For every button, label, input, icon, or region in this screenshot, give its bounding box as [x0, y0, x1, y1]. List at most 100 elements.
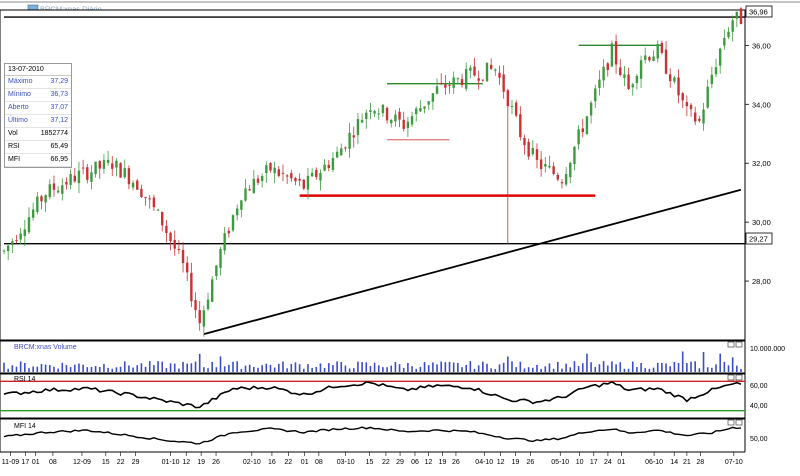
- support-line[interactable]: [203, 188, 742, 335]
- candle: [81, 159, 85, 175]
- candle: [648, 55, 651, 63]
- candle: [606, 62, 609, 77]
- info-row-último: Último 37,12: [5, 115, 71, 128]
- volume-bar: [15, 366, 18, 372]
- candle: [86, 163, 89, 184]
- volume-bar: [3, 362, 5, 372]
- candle: [589, 100, 593, 124]
- volume-title: BRCM:xnas Volume: [14, 344, 77, 351]
- candle: [315, 167, 318, 180]
- candle: [227, 227, 231, 238]
- volume-panel: BRCM:xnas Volume 10.000.000: [0, 340, 785, 374]
- mfi-close-icon[interactable]: [735, 419, 743, 426]
- rsi-close-icon[interactable]: [735, 374, 743, 381]
- volume-bar: [736, 365, 738, 372]
- date-label: 15: [366, 459, 374, 466]
- candle: [356, 113, 360, 145]
- candle: [290, 169, 293, 182]
- date-label: 26: [212, 459, 220, 466]
- date-label: 01: [32, 459, 40, 466]
- price-tick-label: 34,00: [752, 100, 771, 109]
- volume-bar: [573, 361, 576, 372]
- candle: [644, 47, 647, 64]
- volume-bar: [19, 361, 22, 372]
- volume-bar: [415, 368, 418, 372]
- candle: [219, 246, 222, 276]
- date-label: 01: [301, 459, 309, 466]
- candle: [119, 162, 122, 178]
- candle: [194, 292, 197, 319]
- candle: [310, 168, 314, 178]
- date-label: 11-09: [2, 459, 19, 466]
- rsi-line: [3, 380, 742, 409]
- volume-bar: [673, 361, 676, 372]
- candle: [248, 185, 251, 191]
- candle: [136, 178, 139, 190]
- volume-bar: [365, 362, 368, 372]
- date-label: 26: [452, 459, 460, 466]
- candle: [373, 109, 376, 118]
- chart-title[interactable]: BRCM:xnas Diário: [40, 5, 102, 14]
- info-key: Vol: [8, 130, 18, 137]
- candle: [464, 62, 468, 92]
- mfi-title: MFI 14: [14, 423, 36, 430]
- volume-bar: [494, 368, 497, 372]
- volume-bar: [115, 367, 118, 372]
- volume-bar: [169, 363, 172, 372]
- volume-bar: [211, 362, 213, 372]
- candle: [623, 66, 626, 87]
- volume-minimize-icon[interactable]: [727, 341, 735, 348]
- candle: [69, 169, 72, 190]
- volume-bar: [28, 368, 30, 372]
- volume-bar: [44, 364, 47, 372]
- candle: [256, 175, 260, 186]
- candle: [577, 125, 580, 150]
- volume-bar: [423, 362, 426, 372]
- candle: [710, 66, 714, 89]
- date-label: 12-09: [73, 459, 91, 466]
- candle: [727, 27, 730, 39]
- volume-bar: [344, 365, 347, 372]
- candle: [98, 160, 101, 179]
- volume-bar: [502, 362, 505, 372]
- candle: [360, 113, 364, 124]
- candle: [65, 177, 68, 190]
- mfi-minimize-icon[interactable]: [727, 419, 735, 426]
- volume-bar: [382, 367, 384, 372]
- volume-bar: [552, 368, 555, 372]
- candle: [564, 166, 568, 187]
- candle: [569, 161, 572, 184]
- candle: [215, 265, 218, 281]
- candle: [123, 159, 126, 179]
- candle: [519, 106, 522, 141]
- volume-bar: [432, 362, 434, 372]
- volume-bar: [203, 367, 205, 372]
- volume-bar: [394, 361, 397, 372]
- volume-bar: [269, 364, 272, 372]
- volume-bar: [615, 364, 617, 372]
- volume-bar: [315, 366, 318, 372]
- candle: [148, 194, 151, 209]
- price-panel: [0, 7, 746, 341]
- volume-bar: [369, 365, 372, 372]
- info-value: 37,29: [50, 78, 68, 85]
- candle: [6, 244, 10, 261]
- date-label: 19: [197, 459, 205, 466]
- svg-text:36,96: 36,96: [749, 8, 768, 17]
- volume-bar: [323, 368, 326, 372]
- volume-bar: [232, 361, 234, 372]
- candle: [702, 102, 705, 131]
- volume-bar: [519, 361, 522, 372]
- volume-bar: [390, 365, 393, 372]
- volume-bar: [386, 367, 388, 372]
- volume-close-icon[interactable]: [735, 341, 743, 348]
- rsi-minimize-icon[interactable]: [727, 374, 735, 381]
- volume-bar: [348, 368, 351, 372]
- volume-bar: [32, 366, 34, 372]
- mfi-panel: MFI 14 50,00: [0, 418, 768, 453]
- info-value: 36,73: [50, 91, 68, 98]
- candle: [186, 256, 189, 281]
- price-axis: 28,00 30,00 32,00 34,00 36,00 36,96 29,27: [744, 5, 773, 340]
- volume-bar: [619, 362, 622, 372]
- candle: [235, 204, 239, 221]
